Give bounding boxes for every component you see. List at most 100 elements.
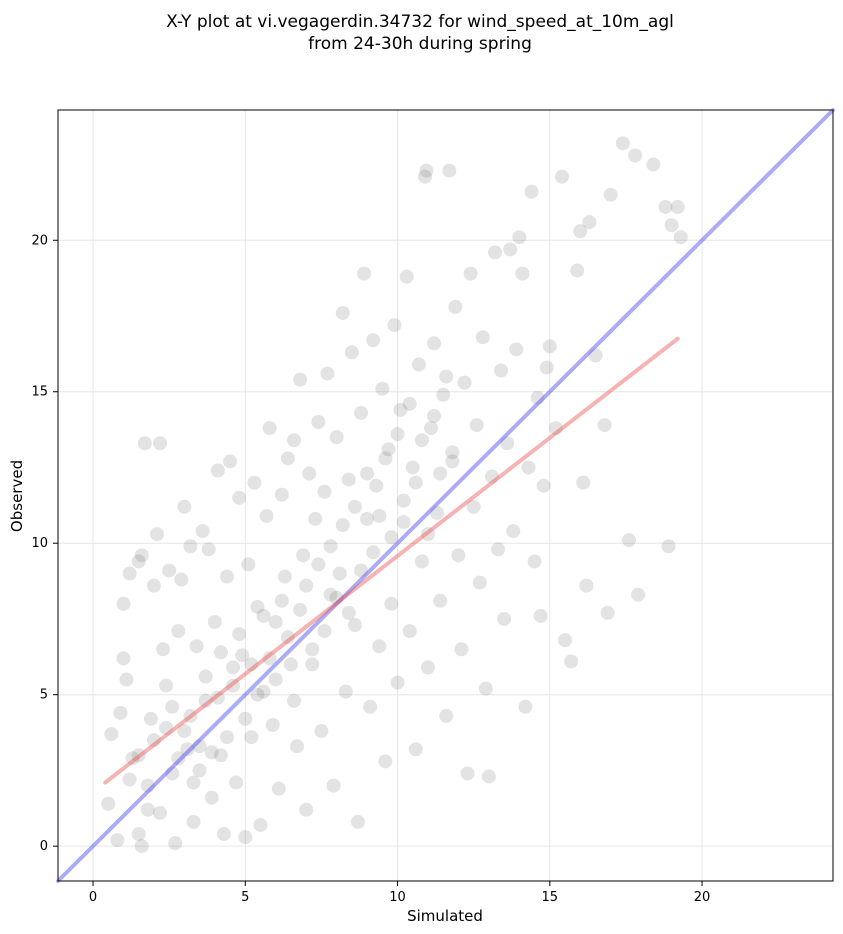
data-point <box>366 545 381 560</box>
data-point <box>171 624 186 639</box>
data-point <box>414 554 429 569</box>
data-point <box>533 608 548 623</box>
data-point <box>210 690 225 705</box>
data-point <box>417 169 432 184</box>
identity-line <box>56 108 835 883</box>
data-point <box>198 693 213 708</box>
data-point <box>329 430 344 445</box>
data-point <box>366 333 381 348</box>
data-point <box>232 627 247 642</box>
data-point <box>253 817 268 832</box>
data-point <box>238 830 253 845</box>
data-point <box>448 299 463 314</box>
data-point <box>165 766 180 781</box>
x-tick-label: 20 <box>694 890 711 905</box>
data-point <box>664 218 679 233</box>
data-point <box>235 648 250 663</box>
data-point <box>457 375 472 390</box>
data-point <box>247 475 262 490</box>
data-point <box>250 599 265 614</box>
data-point <box>186 814 201 829</box>
y-tick-label: 10 <box>31 536 48 551</box>
data-point <box>287 693 302 708</box>
data-point <box>131 554 146 569</box>
data-point <box>570 263 585 278</box>
data-point <box>518 699 533 714</box>
data-point <box>396 515 411 530</box>
data-point <box>259 508 274 523</box>
data-point <box>548 421 563 436</box>
data-point <box>475 330 490 345</box>
data-point <box>149 527 164 542</box>
data-point <box>564 654 579 669</box>
data-point <box>256 608 271 623</box>
data-point <box>393 402 408 417</box>
data-point <box>384 596 399 611</box>
data-point <box>220 730 235 745</box>
data-point <box>238 711 253 726</box>
data-point <box>116 651 131 666</box>
data-point <box>223 454 238 469</box>
data-point <box>293 602 308 617</box>
data-point <box>265 717 280 732</box>
data-point <box>384 530 399 545</box>
x-tick-label: 10 <box>389 890 406 905</box>
data-point <box>621 533 636 548</box>
data-point <box>615 136 630 151</box>
data-point <box>311 557 326 572</box>
plot-area-frame <box>57 109 834 882</box>
data-point <box>162 563 177 578</box>
data-point <box>512 230 527 245</box>
data-point <box>213 748 228 763</box>
data-point <box>183 708 198 723</box>
data-point <box>673 230 688 245</box>
data-point <box>213 645 228 660</box>
data-point <box>241 557 256 572</box>
data-point <box>204 745 219 760</box>
data-point <box>573 224 588 239</box>
data-point <box>335 305 350 320</box>
y-tick-label: 0 <box>40 839 48 854</box>
data-point <box>402 396 417 411</box>
data-point <box>143 711 158 726</box>
data-point <box>405 460 420 475</box>
data-point <box>670 199 685 214</box>
data-point <box>287 433 302 448</box>
data-point <box>347 499 362 514</box>
data-point <box>189 639 204 654</box>
data-point <box>661 539 676 554</box>
y-tick-label: 20 <box>31 233 48 248</box>
data-point <box>430 505 445 520</box>
y-axis-ticks: 0 5 10 15 20 <box>31 233 58 854</box>
data-point <box>454 642 469 657</box>
data-point <box>576 475 591 490</box>
data-point <box>299 802 314 817</box>
data-point <box>220 569 235 584</box>
data-point <box>271 781 286 796</box>
data-point <box>140 802 155 817</box>
chart-title-line-2: from 24-30h during spring <box>308 34 532 54</box>
data-point <box>481 769 496 784</box>
data-point <box>419 163 434 178</box>
data-point <box>280 630 295 645</box>
data-point <box>302 466 317 481</box>
data-point <box>658 199 673 214</box>
data-point <box>244 657 259 672</box>
data-point <box>451 548 466 563</box>
data-point <box>542 339 557 354</box>
data-point <box>494 363 509 378</box>
data-point <box>305 642 320 657</box>
data-point <box>119 672 134 687</box>
data-point <box>582 215 597 230</box>
data-point <box>381 442 396 457</box>
data-point <box>466 499 481 514</box>
data-point <box>229 775 244 790</box>
data-point <box>177 499 192 514</box>
x-tick-label: 0 <box>89 890 97 905</box>
data-point <box>262 651 277 666</box>
data-point <box>131 748 146 763</box>
data-point <box>140 778 155 793</box>
data-point <box>344 345 359 360</box>
data-point <box>165 699 180 714</box>
data-point <box>521 460 536 475</box>
